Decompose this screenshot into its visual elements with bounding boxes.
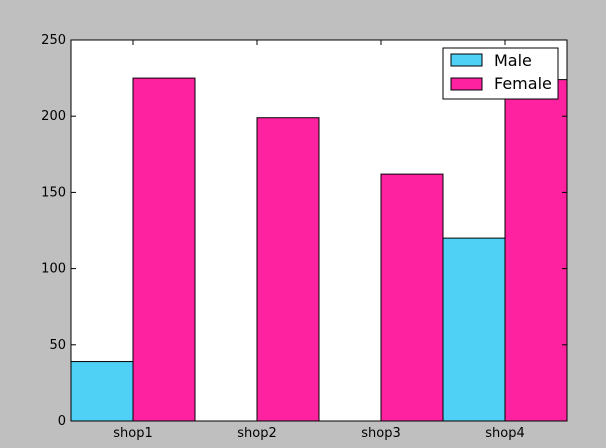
ticks-group: 0 50 100 150 200 250 shop1 shop2 shop3 shop4 <box>41 33 567 441</box>
y-tick-label: 100 <box>41 262 66 277</box>
legend-label-female: Female <box>494 74 552 93</box>
legend: Male Female <box>442 47 559 100</box>
bar-female-shop4 <box>504 79 568 422</box>
legend-swatch-male <box>450 53 483 67</box>
legend-label-male: Male <box>494 51 532 70</box>
bar-female-shop3 <box>380 173 444 422</box>
x-tick-label-shop4: shop4 <box>485 426 525 441</box>
y-tick-label: 150 <box>41 185 66 200</box>
bar-female-shop2 <box>256 117 320 422</box>
y-tick-label: 50 <box>49 338 66 353</box>
y-tick-label: 200 <box>41 109 66 124</box>
y-tick-label: 0 <box>58 414 66 429</box>
plot-area-frame <box>70 39 568 422</box>
bar-male-shop4 <box>442 237 506 422</box>
bar-male-shop1 <box>70 361 134 422</box>
x-tick-label-shop2: shop2 <box>237 426 277 441</box>
legend-swatch-female <box>450 77 483 91</box>
bar-female-shop1 <box>132 77 196 422</box>
bars-group <box>70 77 568 422</box>
x-tick-label-shop1: shop1 <box>113 426 153 441</box>
x-tick-label-shop3: shop3 <box>361 426 401 441</box>
y-tick-label: 250 <box>41 33 66 48</box>
